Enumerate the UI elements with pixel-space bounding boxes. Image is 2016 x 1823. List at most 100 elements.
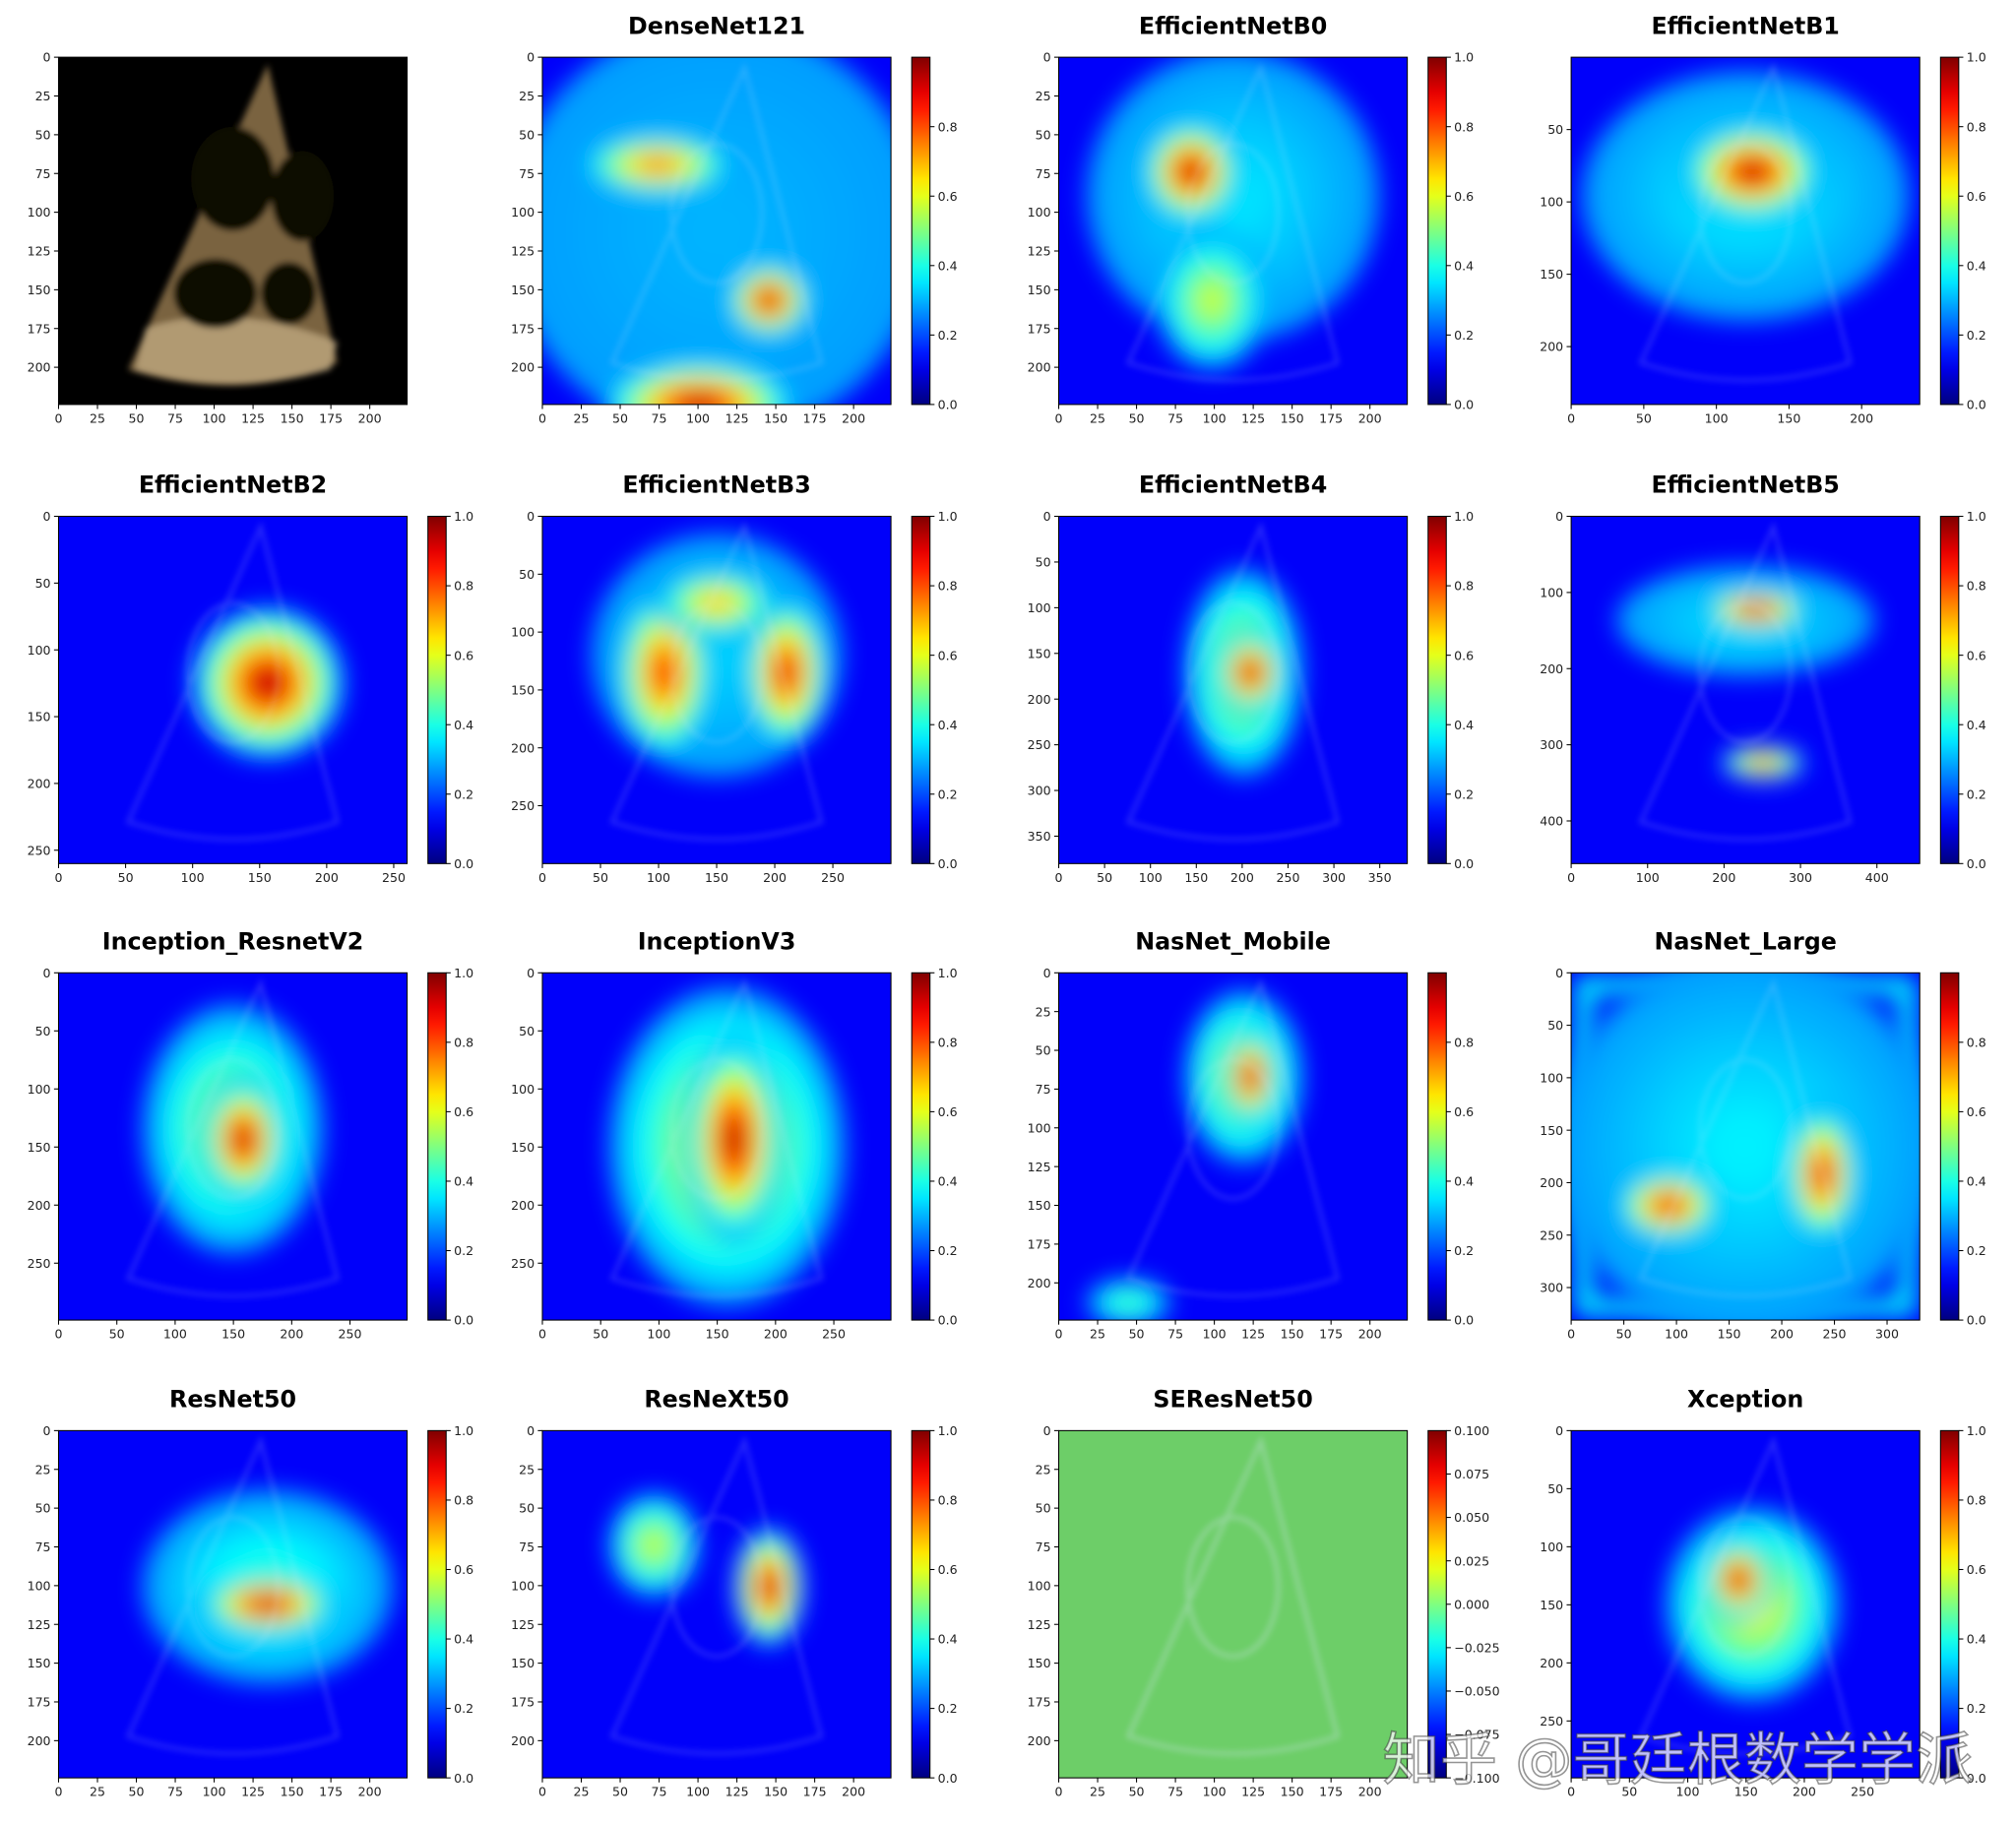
y-tick-label: 100 (28, 1082, 51, 1097)
y-tick-label: 25 (1036, 1462, 1051, 1477)
colorbar-tick-label: 0.8 (1454, 119, 1474, 134)
colorbar-tick-label: 0.8 (454, 1493, 473, 1508)
colorbar-tick-label: 0.8 (1967, 119, 1986, 134)
colorbar (1427, 56, 1447, 406)
y-tick-label: 125 (1028, 244, 1051, 259)
y-tick-label: 0 (1043, 966, 1051, 980)
y-tick-label: 250 (28, 843, 51, 857)
colorbar-tick-label: −0.050 (1454, 1684, 1499, 1699)
echo-sector (1125, 61, 1341, 383)
x-tick-label: 175 (1319, 1785, 1343, 1799)
x-tick-label: 350 (1368, 870, 1392, 885)
plot-area (1058, 1430, 1408, 1779)
colorbar (911, 56, 931, 406)
plot-frame (541, 56, 892, 406)
y-tick-label: 150 (511, 1140, 535, 1155)
x-tick-label: 100 (203, 1785, 226, 1799)
x-tick-label: 200 (315, 870, 339, 885)
colorbar-tick-label: 1.0 (938, 509, 958, 524)
echo-chamber (669, 600, 765, 744)
x-tick-label: 150 (221, 1327, 245, 1342)
echo-sector (1125, 1435, 1341, 1756)
x-tick-label: 100 (1705, 410, 1729, 425)
x-tick-label: 125 (241, 1785, 265, 1799)
colorbar-tick-label: 0.8 (938, 1035, 958, 1049)
panel: EfficientNetB0 0 25 50 75 100 125 150 175 200 0 25 5… (1028, 12, 1475, 425)
x-tick-label: 200 (358, 410, 382, 425)
colorbar-tick-label: 1.0 (1967, 509, 1986, 524)
x-tick-label: 50 (1616, 1327, 1632, 1342)
colorbar-tick-label: 1.0 (1454, 50, 1474, 65)
x-tick-label: 0 (1567, 410, 1575, 425)
heat-level (1243, 664, 1257, 680)
x-tick-label: 0 (1567, 870, 1575, 885)
plot-area (1058, 516, 1408, 864)
x-tick-label: 50 (1097, 870, 1112, 885)
y-tick-label: 175 (511, 321, 535, 336)
heat-level (235, 1128, 251, 1152)
panel: EfficientNetB3 0 50 100 150 200 250 0 50 100 150 20… (511, 471, 958, 885)
x-tick-label: 50 (612, 410, 628, 425)
echo-sector (1125, 521, 1341, 842)
y-tick-label: 150 (1028, 1656, 1051, 1670)
colorbar-tick-label: 0.8 (938, 579, 958, 594)
y-tick-label: 100 (1028, 205, 1051, 220)
y-tick-label: 300 (1540, 737, 1563, 752)
x-tick-label: 75 (652, 410, 667, 425)
colorbar-tick-label: 1.0 (1967, 1423, 1986, 1438)
y-tick-label: 100 (1540, 1070, 1563, 1085)
y-tick-label: 175 (28, 1695, 51, 1710)
panel-title: DenseNet121 (628, 12, 805, 39)
x-tick-label: 0 (1567, 1785, 1575, 1799)
colorbar-tick-label: 0.4 (1967, 1174, 1986, 1189)
colorbar (911, 972, 931, 1321)
y-tick-label: 200 (1540, 1175, 1563, 1190)
echo-sector (1638, 61, 1853, 383)
y-tick-label: 100 (1028, 600, 1051, 615)
y-tick-label: 0 (43, 1423, 51, 1438)
y-tick-label: 0 (1043, 1423, 1051, 1438)
y-tick-label: 25 (519, 89, 535, 103)
x-tick-label: 125 (1241, 410, 1265, 425)
colorbar-tick-label: 0.6 (1967, 1104, 1986, 1119)
x-tick-label: 0 (54, 870, 62, 885)
colorbar-tick-label: 0.0 (1967, 1771, 1986, 1786)
heatmap-base (1058, 1430, 1408, 1779)
x-tick-label: 150 (1777, 410, 1800, 425)
y-tick-label: 75 (1036, 1082, 1051, 1097)
x-tick-label: 0 (1055, 410, 1063, 425)
echo-overlay (1638, 521, 1853, 842)
panel: EfficientNetB4 0 50 100 150 200 250 300 350 0 50 10… (1028, 471, 1475, 885)
y-tick-label: 250 (1028, 737, 1051, 752)
heat-level (1732, 1572, 1745, 1588)
colorbar-tick-label: 0.2 (454, 786, 473, 801)
echo-sector (609, 61, 824, 383)
y-tick-label: 100 (28, 643, 51, 658)
y-tick-label: 125 (28, 244, 51, 259)
colorbar-tick-label: 0.6 (454, 1104, 473, 1119)
heat-blobs (142, 1489, 394, 1684)
panel-title: EfficientNetB0 (1139, 12, 1327, 39)
echo-chamber (1185, 1057, 1281, 1201)
colorbar-tick-label: 0.6 (454, 1562, 473, 1577)
x-tick-label: 100 (1203, 410, 1227, 425)
y-tick-label: 250 (1540, 1714, 1563, 1729)
echo-chamber (271, 151, 335, 242)
x-tick-label: 50 (1129, 410, 1145, 425)
x-tick-label: 0 (538, 1785, 546, 1799)
colorbar-tick-label: 1.0 (454, 509, 473, 524)
y-tick-label: 0 (43, 509, 51, 524)
x-tick-label: 150 (248, 870, 272, 885)
x-tick-label: 200 (280, 1327, 303, 1342)
echo-sector (125, 976, 341, 1298)
x-tick-label: 50 (118, 870, 134, 885)
echo-overlay (1638, 61, 1853, 383)
echo-overlay (609, 1435, 824, 1756)
heatmap-base (541, 1430, 892, 1779)
panel-title: ResNeXt50 (644, 1386, 788, 1414)
colorbar-tick-label: 0.0 (454, 1313, 473, 1328)
heat-blobs (1184, 568, 1303, 778)
echo-chamber (173, 258, 258, 329)
y-tick-label: 100 (511, 625, 535, 640)
x-tick-label: 25 (574, 1785, 590, 1799)
